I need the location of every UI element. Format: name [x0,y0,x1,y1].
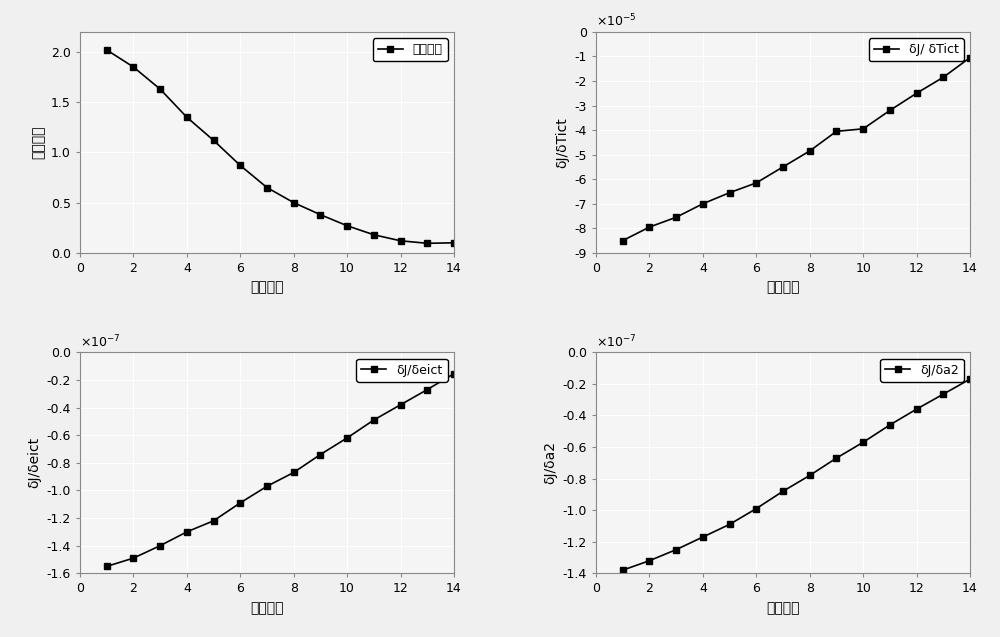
X-axis label: 迭代次数: 迭代次数 [766,601,800,615]
δJ/ δTict [857,125,869,132]
δJ/ δTict [697,200,709,208]
X-axis label: 迭代次数: 迭代次数 [250,280,284,294]
代价函数 [101,46,113,54]
δJ/δeict [314,451,326,459]
δJ/δa2 [830,454,842,462]
δJ/δeict [288,469,300,476]
δJ/δa2 [697,533,709,541]
Line: δJ/δeict: δJ/δeict [104,371,457,569]
代价函数 [314,211,326,218]
δJ/ δTict [724,189,736,196]
Text: $\times 10^{-7}$: $\times 10^{-7}$ [596,334,637,350]
代价函数 [261,183,273,191]
δJ/ δTict [937,73,949,81]
δJ/δeict [368,416,380,424]
δJ/ δTict [884,106,896,114]
δJ/δa2 [643,557,655,564]
Y-axis label: δJ/δa2: δJ/δa2 [543,441,557,484]
代价函数 [181,113,193,121]
Legend: δJ/δeict: δJ/δeict [356,359,448,382]
δJ/δa2 [804,471,816,479]
代价函数 [341,222,353,229]
Line: 代价函数: 代价函数 [104,47,457,246]
Legend: 代价函数: 代价函数 [373,38,448,61]
代价函数 [421,240,433,247]
δJ/δa2 [964,375,976,383]
X-axis label: 迭代次数: 迭代次数 [250,601,284,615]
δJ/δeict [101,562,113,570]
δJ/δa2 [724,520,736,528]
Text: $\times 10^{-7}$: $\times 10^{-7}$ [80,334,121,350]
δJ/ δTict [750,179,762,187]
δJ/ δTict [804,147,816,155]
δJ/ δTict [777,163,789,171]
δJ/δeict [181,528,193,536]
δJ/δeict [234,499,246,506]
δJ/ δTict [643,223,655,231]
δJ/δeict [261,482,273,490]
δJ/ δTict [911,89,923,97]
代价函数 [288,199,300,206]
δJ/δeict [395,401,407,408]
δJ/δeict [208,517,220,525]
δJ/ δTict [830,127,842,135]
Text: $\times 10^{-5}$: $\times 10^{-5}$ [596,13,637,30]
Line: δJ/ δTict: δJ/ δTict [620,55,973,243]
δJ/δeict [341,434,353,441]
代价函数 [234,162,246,169]
δJ/δa2 [670,546,682,554]
Y-axis label: δJ/δTict: δJ/δTict [555,117,569,168]
δJ/δa2 [911,405,923,413]
δJ/δa2 [750,505,762,512]
δJ/δeict [154,542,166,550]
δJ/δeict [127,554,139,562]
δJ/ δTict [964,54,976,61]
Line: δJ/δa2: δJ/δa2 [620,376,973,573]
δJ/δa2 [884,421,896,429]
代价函数 [154,85,166,93]
δJ/ δTict [670,213,682,221]
Y-axis label: 代价函数: 代价函数 [31,125,45,159]
X-axis label: 迭代次数: 迭代次数 [766,280,800,294]
Y-axis label: δJ/δeict: δJ/δeict [27,437,41,489]
δJ/δeict [421,386,433,394]
δJ/δa2 [857,438,869,446]
δJ/δa2 [617,566,629,574]
δJ/δa2 [937,390,949,398]
代价函数 [208,136,220,144]
δJ/ δTict [617,237,629,245]
δJ/δeict [448,370,460,378]
代价函数 [395,237,407,245]
Legend: δJ/δa2: δJ/δa2 [880,359,964,382]
代价函数 [448,239,460,247]
δJ/δa2 [777,487,789,495]
Legend: δJ/ δTict: δJ/ δTict [869,38,964,61]
代价函数 [368,231,380,239]
代价函数 [127,63,139,71]
